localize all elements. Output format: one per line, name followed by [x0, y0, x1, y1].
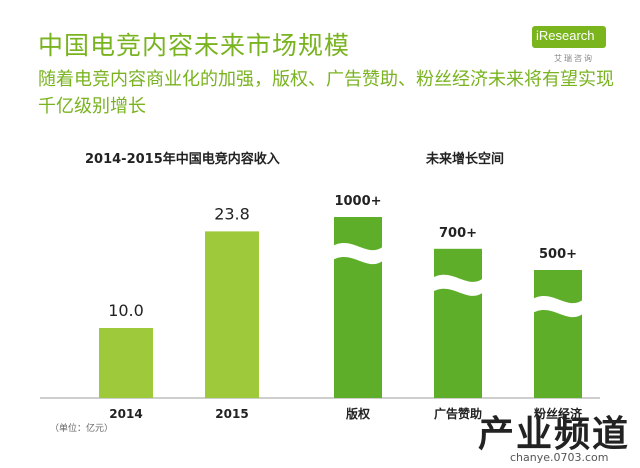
data-label-2014: 10.0 — [108, 301, 144, 320]
x-tick-cat-2: 粉丝经济 — [534, 406, 583, 421]
data-label-cat-2: 500+ — [539, 247, 577, 262]
bar-2015 — [205, 231, 259, 398]
data-label-cat-1: 700+ — [439, 226, 477, 241]
axis-break-cat-1 — [431, 274, 485, 296]
x-tick-2014: 2014 — [109, 407, 142, 421]
left-chart-title: 2014-2015年中国电竞内容收入 — [85, 152, 280, 167]
page-title: 中国电竞内容未来市场规模 — [38, 31, 351, 60]
data-label-cat-0: 1000+ — [334, 194, 381, 209]
logo-subtext: 艾瑞咨询 — [554, 54, 594, 63]
bar-cat-2 — [534, 270, 582, 398]
axis-break-cat-2 — [531, 295, 585, 318]
unit-note: （单位：亿元） — [50, 424, 114, 434]
data-label-2015: 23.8 — [214, 204, 250, 223]
x-tick-2015: 2015 — [215, 407, 248, 421]
axis-break-cat-0 — [331, 242, 385, 265]
watermark-text: 产业频道 — [478, 414, 631, 455]
watermark-url: chanye.0703.com — [510, 451, 609, 464]
watermark-logo: 产业频道 chanye.0703.com — [470, 405, 640, 468]
x-tick-cat-0: 版权 — [346, 406, 371, 421]
page-subtitle: 随着电竞内容商业化的加强，版权、广告赞助、粉丝经济未来将有望实现千亿级别增长 — [38, 69, 614, 117]
logo-box: iResearch — [532, 26, 606, 48]
bar-cat-1 — [434, 248, 482, 398]
logo-text: iResearch — [536, 28, 595, 43]
iresearch-logo: iResearch 艾瑞咨询 — [532, 26, 610, 70]
bar-2014 — [99, 328, 153, 398]
x-tick-cat-1: 广告赞助 — [434, 406, 482, 421]
right-chart-title: 未来增长空间 — [426, 152, 505, 167]
